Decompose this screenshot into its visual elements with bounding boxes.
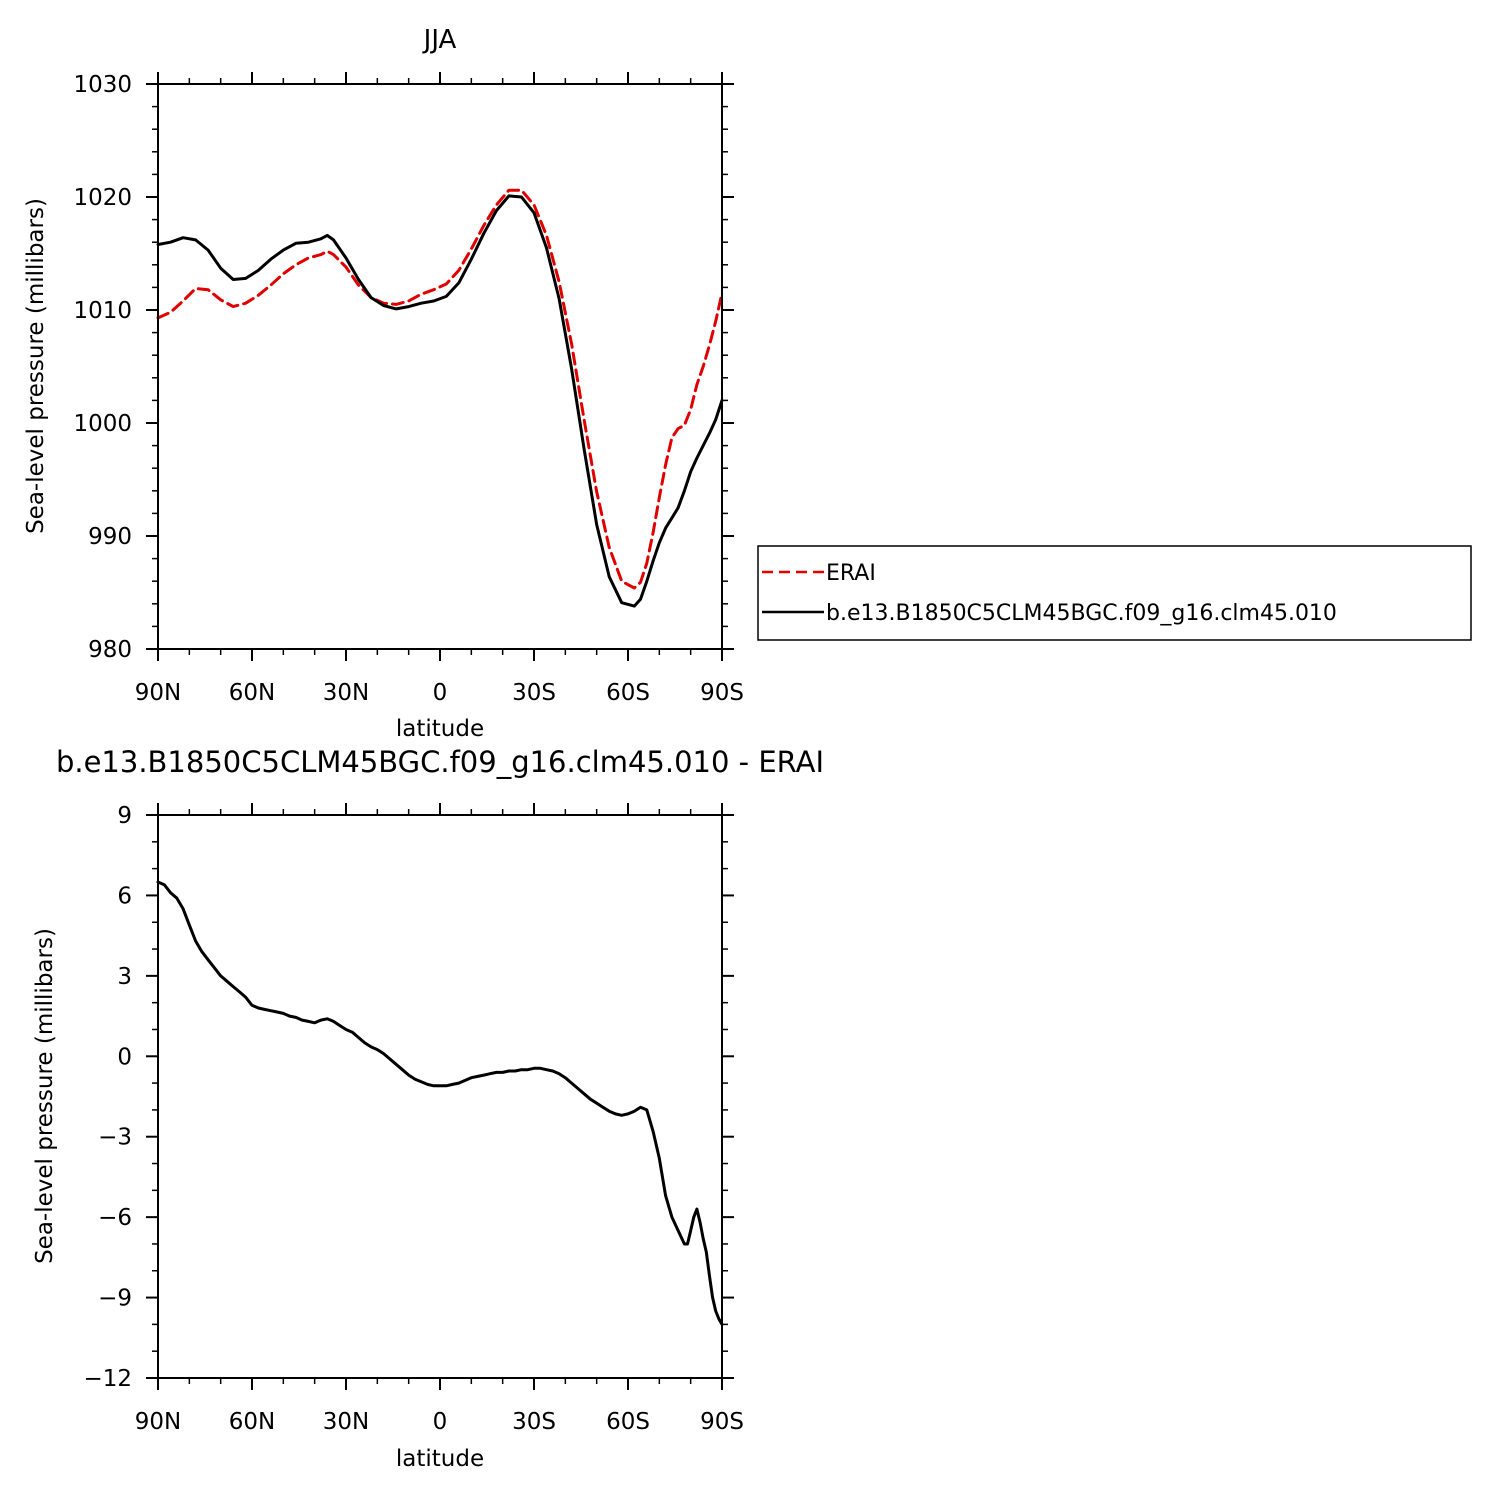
bottom-panel: b.e13.B1850C5CLM45BGC.f09_g16.clm45.010 … <box>32 745 824 1472</box>
top-y-axis-label: Sea-level pressure (millibars) <box>23 198 49 534</box>
y-tick-label: −3 <box>98 1125 132 1151</box>
y-tick-label: 990 <box>88 524 132 550</box>
bottom-y-axis-label: Sea-level pressure (millibars) <box>32 928 58 1264</box>
x-tick-label: 0 <box>433 1409 448 1435</box>
y-tick-label: −12 <box>83 1366 132 1392</box>
x-tick-label: 30N <box>323 680 369 706</box>
x-tick-label: 30N <box>323 1409 369 1435</box>
x-tick-label: 90N <box>135 1409 181 1435</box>
x-tick-label: 60N <box>229 1409 275 1435</box>
y-tick-label: 1030 <box>73 72 132 98</box>
top-chart-title: JJA <box>422 25 457 55</box>
y-tick-label: −6 <box>98 1205 132 1231</box>
x-tick-label: 0 <box>433 680 448 706</box>
x-tick-label: 90N <box>135 680 181 706</box>
x-tick-label: 60N <box>229 680 275 706</box>
y-tick-label: 9 <box>117 803 132 829</box>
bottom-chart-title: b.e13.B1850C5CLM45BGC.f09_g16.clm45.010 … <box>56 745 824 779</box>
bottom-axis-ticks: 90N 60N 30N 0 30S 60S 90S −12 −9 −6 −3 0 3 6 9 <box>83 803 744 1435</box>
x-tick-label: 90S <box>700 680 744 706</box>
legend-label-model: b.e13.B1850C5CLM45BGC.f09_g16.clm45.010 <box>826 601 1337 626</box>
x-tick-label: 90S <box>700 1409 744 1435</box>
series-line-difference <box>156 880 724 1326</box>
bottom-plot-frame <box>157 814 723 1379</box>
bottom-series-lines <box>156 880 724 1326</box>
x-tick-label: 30S <box>512 1409 556 1435</box>
y-tick-label: 1000 <box>73 411 132 437</box>
x-tick-label: 60S <box>606 1409 650 1435</box>
y-tick-label: 6 <box>117 883 132 909</box>
top-x-axis-label: latitude <box>396 716 484 742</box>
y-tick-label: 1010 <box>73 298 132 324</box>
series-line-model <box>156 194 724 608</box>
y-tick-label: 1020 <box>73 185 132 211</box>
top-series-lines <box>156 188 724 608</box>
legend-label-erai: ERAI <box>826 561 876 586</box>
y-tick-label: 0 <box>117 1044 132 1070</box>
x-tick-label: 30S <box>512 680 556 706</box>
y-tick-label: −9 <box>98 1286 132 1312</box>
series-line-erai <box>156 188 724 590</box>
bottom-x-axis-label: latitude <box>396 1446 484 1472</box>
x-tick-label: 60S <box>606 680 650 706</box>
top-plot-frame <box>157 83 723 650</box>
y-tick-label: 980 <box>88 637 132 663</box>
y-tick-label: 3 <box>117 964 132 990</box>
top-panel: JJA Sea-level pressure (millibars) latit… <box>23 25 744 742</box>
legend-box <box>757 545 1472 641</box>
legend: ERAI b.e13.B1850C5CLM45BGC.f09_g16.clm45… <box>757 545 1472 641</box>
